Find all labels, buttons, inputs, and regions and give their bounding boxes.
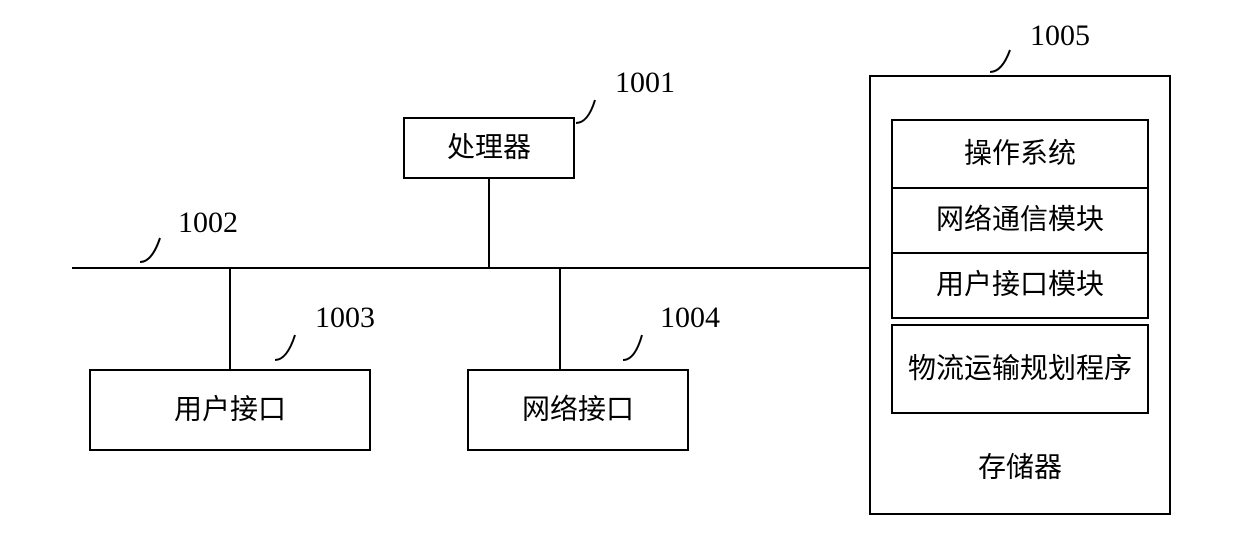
svg-text:用户接口模块: 用户接口模块 — [936, 268, 1104, 300]
storage-row-userif: 用户接口模块 — [892, 253, 1148, 318]
ref-1003: 1003 — [275, 301, 375, 360]
storage-block: 1005 操作系统 网络通信模块 用户接口模块 物流运输规划程序 存储器 — [870, 19, 1170, 514]
system-block-diagram: 处理器 1001 用户接口 1002 1003 网络接口 1004 1005 操… — [0, 0, 1240, 538]
user-if-label: 用户接口 — [174, 393, 286, 425]
storage-row-os: 操作系统 — [892, 120, 1148, 188]
svg-text:操作系统: 操作系统 — [964, 137, 1076, 169]
storage-ref: 1005 — [1030, 19, 1090, 52]
svg-text:网络通信模块: 网络通信模块 — [936, 203, 1104, 235]
storage-row-logistics: 物流运输规划程序 — [892, 325, 1148, 413]
network-interface-block: 网络接口 1004 — [468, 268, 720, 450]
net-if-ref: 1004 — [660, 301, 720, 334]
net-if-label: 网络接口 — [522, 393, 634, 425]
ref-1003-label: 1003 — [315, 301, 375, 334]
processor-ref: 1001 — [615, 66, 675, 99]
processor-block: 处理器 1001 — [404, 66, 675, 268]
storage-row-netcomm: 网络通信模块 — [892, 188, 1148, 253]
processor-label: 处理器 — [447, 131, 531, 163]
svg-text:物流运输规划程序: 物流运输规划程序 — [908, 352, 1132, 384]
storage-title: 存储器 — [978, 451, 1062, 483]
user-if-ref: 1002 — [178, 206, 238, 239]
